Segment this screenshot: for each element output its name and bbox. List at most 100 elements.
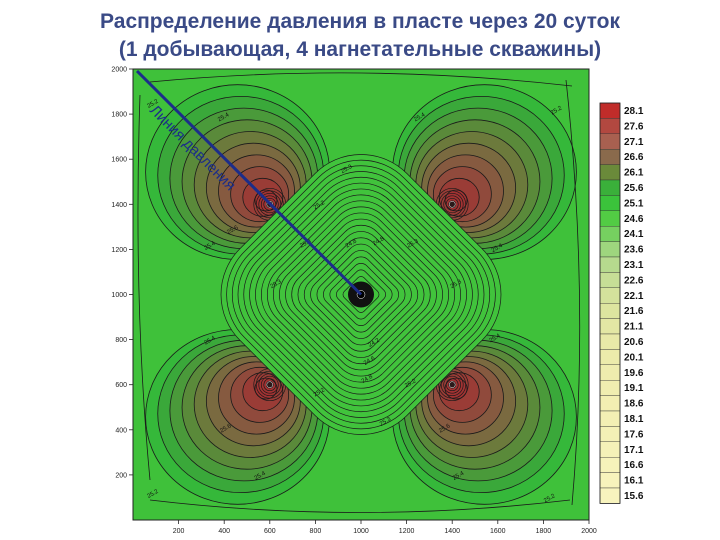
y-tick-label: 400 [115,427,127,434]
contour-label: 25.6 [438,423,452,434]
legend-swatch [599,380,621,396]
contour-label: 25.3 [270,279,284,290]
contour-label: 25.2 [404,378,418,389]
injection-ring-0-2 [258,192,282,216]
x-tick-label: 1600 [490,528,506,535]
y-tick-label: 1600 [111,157,127,164]
legend-swatch [599,457,621,473]
title-line-2: (1 добывающая, 4 нагнетательные скважины… [118,38,602,61]
legend-swatch [599,487,621,504]
outer-contour-0 [137,94,151,481]
legend-swatch [599,333,621,350]
x-tick-label: 1200 [399,528,415,535]
legend-swatch [599,272,621,288]
contour-label: 25.3 [406,238,420,249]
y-tick-label: 1400 [111,202,127,209]
legend-label: 18.6 [624,399,644,410]
legend-label: 24.6 [624,214,644,225]
x-tick-label: 2000 [581,528,597,535]
legend-label: 28.1 [624,106,644,117]
contour-label: 25.2 [146,98,160,109]
injection-ring-2-1 [255,370,284,399]
outer-contour-1 [565,79,581,506]
legend-label: 22.6 [624,275,644,286]
legend-swatch [599,210,621,227]
legend-swatch [599,349,621,365]
injection-ring-1-5 [448,200,457,209]
contour-label: 25.2 [313,200,327,211]
injection-ring-3-1 [438,370,467,399]
injection-ring-0-5 [265,200,274,209]
x-tick-label: 200 [173,528,185,535]
contour-label: 25.2 [146,488,160,499]
contour-label: 24.2 [368,337,382,348]
legend-label: 20.6 [624,337,644,348]
legend-label: 19.1 [624,383,644,394]
color-scale-legend: 28.1 27.6 27.1 26.6 26.1 25.6 25.1 24.6 24.1 23.6… [599,102,644,504]
legend-swatch [599,164,621,181]
legend-label: 19.6 [624,368,644,379]
injection-ring-0-4 [263,197,277,211]
legend-label: 16.1 [624,476,644,487]
injection-ring-1-4 [445,197,459,211]
injection-ring-1-3 [443,195,462,214]
injection-ring-0-1 [255,190,284,219]
y-tick-label: 200 [115,472,127,479]
legend-label: 25.1 [624,198,644,209]
legend-swatch [599,426,621,442]
legend-label: 18.1 [624,414,644,425]
legend-label: 21.1 [624,322,644,333]
legend-swatch [599,148,621,165]
contour-label: 25.4 [217,112,231,123]
x-tick-label: 800 [310,528,322,535]
legend-label: 21.6 [624,306,644,317]
injection-ring-3-2 [440,373,464,397]
legend-swatch [599,225,621,242]
legend-label: 16.6 [624,460,644,471]
outer-contour-3 [149,72,573,87]
contour-label: 24.8 [361,373,375,384]
injection-ring-2-3 [260,375,279,394]
contour-label: 25.2 [313,387,327,398]
y-tick-label: 1200 [111,247,127,254]
x-tick-label: 600 [264,528,276,535]
slide-title: Распределение давления в пласте через 20… [0,8,720,64]
contour-label: 25.4 [203,335,217,346]
legend-label: 20.1 [624,352,644,363]
injection-ring-1-2 [440,192,464,216]
legend-swatch [599,195,621,211]
legend-swatch [599,179,621,196]
injection-ring-2-5 [265,380,274,389]
y-tick-label: 1000 [111,292,127,299]
legend-swatch [599,395,621,412]
contour-label: 25.4 [491,243,505,254]
y-tick-label: 600 [115,382,127,389]
injection-ring-3-4 [445,378,459,392]
legend-label: 26.6 [624,152,644,163]
legend-label: 25.6 [624,183,644,194]
legend-swatch [599,472,621,489]
legend-label: 26.1 [624,168,644,179]
contour-label: 25.4 [254,470,268,481]
x-tick-label: 1000 [353,528,369,535]
contour-label: 25.2 [550,105,564,116]
y-tick-label: 2000 [111,67,127,74]
legend-swatch [599,133,621,150]
legend-swatch [599,241,621,258]
legend-swatch [599,364,621,381]
x-tick-label: 1800 [536,528,552,535]
legend-label: 24.1 [624,229,644,240]
x-tick-label: 400 [218,528,230,535]
legend-label: 23.1 [624,260,644,271]
legend-swatch [599,287,621,304]
contour-label: 24.8 [345,238,359,249]
contour-label: 25.3 [450,279,464,290]
outer-contour-2 [149,499,571,513]
injection-ring-3-3 [443,375,462,394]
contour-label: 25.4 [413,112,427,123]
legend-label: 17.6 [624,429,644,440]
contour-label: 25.6 [226,225,240,236]
injection-well-marker [448,381,456,388]
legend-swatch [599,102,621,119]
